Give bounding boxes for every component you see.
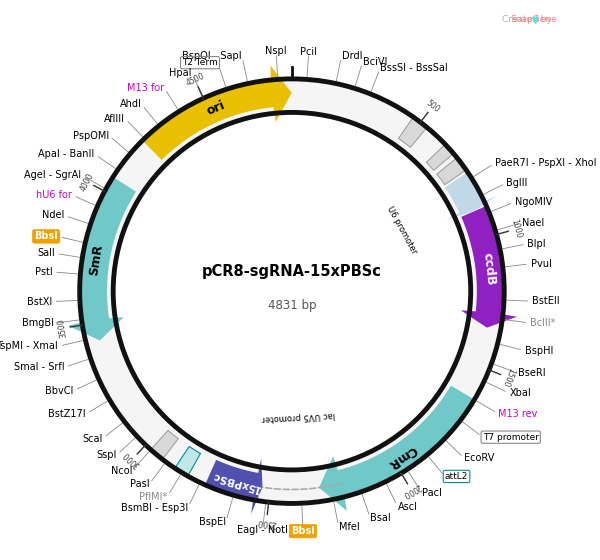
Text: EagI - NotI: EagI - NotI <box>237 525 288 535</box>
Text: PacI: PacI <box>422 488 442 498</box>
Text: PciI: PciI <box>301 46 317 57</box>
Text: AhdI: AhdI <box>119 99 142 109</box>
Text: 4000: 4000 <box>79 171 95 193</box>
Text: BciVI: BciVI <box>363 57 387 67</box>
Circle shape <box>113 113 471 470</box>
Text: HpaI: HpaI <box>169 68 192 78</box>
Polygon shape <box>319 386 474 511</box>
Text: BspEI: BspEI <box>199 517 226 527</box>
Text: PflMI*: PflMI* <box>139 492 167 502</box>
Text: SnapGene: SnapGene <box>511 15 557 24</box>
Text: NaeI: NaeI <box>522 217 544 227</box>
Text: 3500: 3500 <box>56 318 68 339</box>
Text: 3000: 3000 <box>122 450 142 469</box>
Text: M13 for: M13 for <box>127 83 164 93</box>
Text: DrdI: DrdI <box>341 51 362 61</box>
Polygon shape <box>445 172 497 220</box>
Text: M13 rev: M13 rev <box>499 409 538 419</box>
Text: BstEII: BstEII <box>532 296 560 306</box>
Text: 1000: 1000 <box>509 218 523 240</box>
Text: ori: ori <box>205 99 227 118</box>
Polygon shape <box>398 119 426 147</box>
Text: T7 promoter: T7 promoter <box>482 433 539 442</box>
Text: NspI: NspI <box>265 46 287 57</box>
Text: ccdB: ccdB <box>481 251 497 286</box>
Text: 2000: 2000 <box>401 482 422 500</box>
Text: pCR8-sgRNA-15xPBSc: pCR8-sgRNA-15xPBSc <box>202 264 382 279</box>
Text: NgoMIV: NgoMIV <box>515 197 553 207</box>
Polygon shape <box>152 430 178 458</box>
Text: CmR: CmR <box>385 442 418 470</box>
Text: BseRI: BseRI <box>518 368 545 378</box>
Text: NdeI: NdeI <box>41 211 64 221</box>
Text: BbvCI: BbvCI <box>45 386 73 395</box>
Text: BsaI: BsaI <box>370 513 391 523</box>
Polygon shape <box>437 159 464 185</box>
Text: 15xPBSc: 15xPBSc <box>211 469 262 493</box>
Text: SmaI - SrfI: SmaI - SrfI <box>14 362 64 372</box>
Text: XbaI: XbaI <box>509 388 531 398</box>
Text: BssSI - BssSaI: BssSI - BssSaI <box>380 63 448 73</box>
Text: BglII: BglII <box>506 178 528 188</box>
Text: BbsI: BbsI <box>34 231 58 241</box>
Text: 1500: 1500 <box>500 367 515 388</box>
Text: ScaI: ScaI <box>82 433 103 444</box>
Text: BspQI - SapI: BspQI - SapI <box>182 51 242 61</box>
Text: 2500: 2500 <box>256 517 277 528</box>
Text: MfeI: MfeI <box>338 522 359 532</box>
Polygon shape <box>205 459 263 514</box>
Circle shape <box>80 79 504 503</box>
Text: PvuI: PvuI <box>530 259 551 269</box>
Text: attL2: attL2 <box>445 472 468 481</box>
Text: NcoI: NcoI <box>110 465 132 475</box>
Text: SmR: SmR <box>87 243 105 277</box>
Text: hU6 for: hU6 for <box>36 190 72 200</box>
Text: SspI: SspI <box>96 450 116 460</box>
Text: AscI: AscI <box>398 502 418 512</box>
Text: BmgBI: BmgBI <box>22 318 54 328</box>
Polygon shape <box>176 446 200 474</box>
Text: BstZ17I: BstZ17I <box>48 409 86 419</box>
Text: BsmBI - Esp3I: BsmBI - Esp3I <box>121 503 188 512</box>
Text: lac UV5 promoter: lac UV5 promoter <box>262 410 335 423</box>
Text: BbsI: BbsI <box>291 526 315 536</box>
Text: T2 Term: T2 Term <box>182 58 218 67</box>
Text: PstI: PstI <box>35 267 53 277</box>
Text: AflIII: AflIII <box>104 114 125 124</box>
Text: PasI: PasI <box>130 479 149 489</box>
Text: PspOMI: PspOMI <box>73 130 109 141</box>
Polygon shape <box>427 146 452 170</box>
Text: BspHI: BspHI <box>524 346 553 356</box>
Text: BlpI: BlpI <box>527 239 546 249</box>
Text: 500: 500 <box>424 98 441 114</box>
Text: PaeR7I - PspXI - XhoI: PaeR7I - PspXI - XhoI <box>495 158 596 168</box>
Text: 4500: 4500 <box>184 72 206 88</box>
Text: 4831 bp: 4831 bp <box>268 298 316 311</box>
Text: BclII*: BclII* <box>530 318 556 328</box>
Text: EcoRV: EcoRV <box>464 454 495 464</box>
Text: BstXI: BstXI <box>27 297 52 306</box>
Text: U6 promoter: U6 promoter <box>385 205 419 256</box>
Polygon shape <box>143 66 292 160</box>
Text: ApaI - BanII: ApaI - BanII <box>38 149 95 159</box>
Text: SalI: SalI <box>37 248 55 258</box>
Text: Created by: Created by <box>502 15 554 24</box>
Text: TspMI - XmaI: TspMI - XmaI <box>0 342 58 351</box>
Text: AgeI - SgrAI: AgeI - SgrAI <box>25 170 82 180</box>
Polygon shape <box>461 206 517 328</box>
Polygon shape <box>68 178 136 340</box>
